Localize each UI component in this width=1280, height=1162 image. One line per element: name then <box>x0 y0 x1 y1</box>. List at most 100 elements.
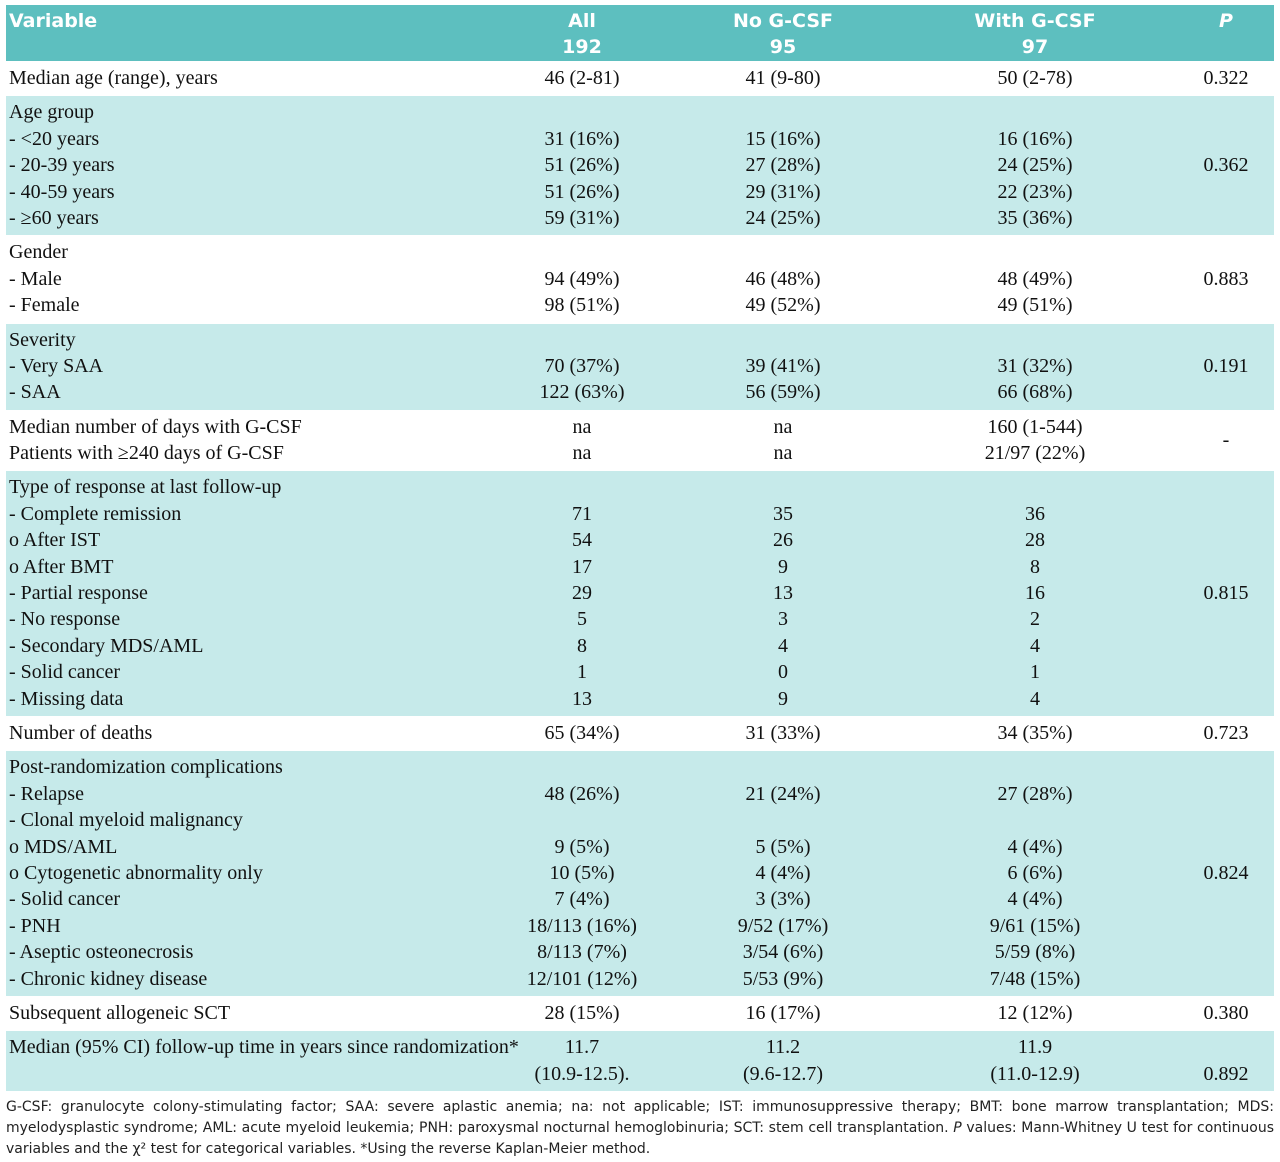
row-label: - Missing data <box>9 687 124 710</box>
cell-with-gcsf: 50 (2-78) <box>997 67 1073 89</box>
cell-no-gcsf: 3 <box>778 608 788 631</box>
table-row: - Very SAA 70 (37%) 39 (41%) 31 (32%) <box>6 353 1274 379</box>
cell-all: 51 (26%) <box>544 180 620 203</box>
table-row: Post-randomization complications <box>6 754 1274 780</box>
row-label: - Partial response <box>9 582 148 605</box>
row-label: - SAA <box>9 381 61 404</box>
cell-no-gcsf: 4 (4%) <box>755 861 811 884</box>
characteristics-table: Variable All 192 No G-CSF 95 With G-CSF … <box>6 5 1274 1092</box>
cell-with-gcsf: 16 (16%) <box>997 127 1073 150</box>
table-row: - Secondary MDS/AML 8 4 4 <box>6 633 1274 659</box>
row-label: Subsequent allogeneic SCT <box>9 1001 231 1024</box>
cell-no-gcsf: (9.6-12.7) <box>743 1062 823 1085</box>
cell-all: 17 <box>572 555 592 578</box>
cell-with-gcsf: 21/97 (22%) <box>984 442 1086 465</box>
row-label: - Chronic kidney disease <box>9 967 208 990</box>
cell-all: na <box>572 415 592 438</box>
cell-no-gcsf: 16 (17%) <box>745 1001 821 1024</box>
cell-no-gcsf: 56 (59%) <box>745 381 821 404</box>
cell-all: 48 (26%) <box>544 782 620 805</box>
footnote-p-italic: P <box>953 1120 962 1136</box>
table-row: Subsequent allogeneic SCT 28 (15%) 16 (17%… <box>6 1000 1274 1026</box>
table-row: Median number of days with G-CSF na na 160 … <box>6 414 1274 440</box>
table-row: Severity <box>6 327 1274 353</box>
footnote-text-2: values: Mann-Whitney U test for continuo… <box>6 1120 1274 1157</box>
header-with-gcsf-n: 97 <box>1021 36 1049 58</box>
cell-with-gcsf: 5/59 (8%) <box>994 941 1076 964</box>
table-row: Patients with ≥240 days of G-CSF na na 21/9… <box>6 440 1274 466</box>
cell-all: 18/113 (16%) <box>527 914 637 937</box>
cell-with-gcsf: 8 <box>1030 555 1040 578</box>
table-row: - Partial response 29 13 16 <box>6 580 1274 606</box>
table-row: - ≥60 years 59 (31%) 24 (25%) 35 (36%) <box>6 205 1274 231</box>
cell-no-gcsf: 9/52 (17%) <box>737 914 829 937</box>
table-row: (10.9-12.5). (9.6-12.7) (11.0-12.9) <box>6 1061 1274 1087</box>
table-row: - 20-39 years 51 (26%) 27 (28%) 24 (25%) <box>6 152 1274 178</box>
cell-no-gcsf: 5/53 (9%) <box>742 967 824 990</box>
cell-no-gcsf: 11.2 <box>765 1036 801 1059</box>
cell-no-gcsf: 9 <box>778 687 788 710</box>
header-p-value: P <box>1219 10 1233 32</box>
cell-with-gcsf: 2 <box>1030 608 1040 631</box>
cell-all: 46 (2-81) <box>544 67 620 89</box>
cell-with-gcsf: 12 (12%) <box>997 1001 1073 1024</box>
cell-with-gcsf: 36 <box>1025 502 1045 525</box>
cell-all: 5 <box>577 608 587 631</box>
row-label: Age group <box>9 101 94 124</box>
cell-p-value: 0.380 <box>1203 1001 1249 1024</box>
table-row: - Solid cancer 1 0 1 <box>6 659 1274 685</box>
table-row: - Clonal myeloid malignancy <box>6 807 1274 833</box>
cell-with-gcsf: 4 (4%) <box>1007 888 1063 911</box>
cell-with-gcsf: 35 (36%) <box>997 206 1073 229</box>
row-label: - <20 years <box>9 127 100 150</box>
table-row: o Cytogenetic abnormality only 10 (5%) 4 (… <box>6 860 1274 886</box>
row-label: - PNH <box>9 914 61 937</box>
header-variable: Variable <box>9 10 98 32</box>
header-no-gcsf-label: No G-CSF <box>732 10 833 32</box>
table-row: - Chronic kidney disease 12/101 (12%) 5/53… <box>6 966 1274 992</box>
table-row: - Solid cancer 7 (4%) 3 (3%) 4 (4%) <box>6 886 1274 912</box>
row-label: - Complete remission <box>9 502 182 525</box>
row-label: Median (95% CI) follow-up time in years … <box>9 1036 519 1059</box>
table-footnote: G-CSF: granulocyte colony-stimulating fa… <box>6 1097 1274 1160</box>
table-row: - Male 94 (49%) 46 (48%) 48 (49%) <box>6 266 1274 292</box>
row-label: - Relapse <box>9 782 84 805</box>
cell-with-gcsf: 34 (35%) <box>997 721 1073 744</box>
cell-all: 65 (34%) <box>544 721 620 744</box>
cell-p-value: 0.362 <box>1203 154 1249 177</box>
row-label: - Clonal myeloid malignancy <box>9 809 243 832</box>
cell-no-gcsf: 5 (5%) <box>755 835 811 858</box>
table-row: o After BMT 17 9 8 <box>6 554 1274 580</box>
cell-all: (10.9-12.5). <box>534 1062 630 1085</box>
cell-with-gcsf: 7/48 (15%) <box>989 967 1081 990</box>
table-section: Type of response at last follow-up - Comp… <box>6 470 1274 716</box>
row-label: Post-randomization complications <box>9 756 283 779</box>
cell-with-gcsf: 49 (51%) <box>997 294 1073 317</box>
cell-p-value: 0.191 <box>1203 354 1249 377</box>
table-row: - Relapse 48 (26%) 21 (24%) 27 (28%) <box>6 781 1274 807</box>
row-label: Gender <box>9 241 68 264</box>
cell-no-gcsf: 46 (48%) <box>745 267 821 290</box>
cell-no-gcsf: na <box>773 415 793 438</box>
cell-with-gcsf: 22 (23%) <box>997 180 1073 203</box>
table-row: o After IST 54 26 28 <box>6 527 1274 553</box>
cell-with-gcsf: 66 (68%) <box>997 381 1073 404</box>
header-all-n: 192 <box>562 36 602 58</box>
cell-all: 28 (15%) <box>544 1001 620 1024</box>
cell-all: 71 <box>572 502 592 525</box>
row-label: - ≥60 years <box>9 206 99 229</box>
table-row: - 40-59 years 51 (26%) 29 (31%) 22 (23%) <box>6 179 1274 205</box>
cell-with-gcsf: (11.0-12.9) <box>990 1062 1080 1085</box>
cell-p-value: 0.883 <box>1203 267 1249 290</box>
table-row: - PNH 18/113 (16%) 9/52 (17%) 9/61 (15%) <box>6 913 1274 939</box>
table-row: Median (95% CI) follow-up time in years … <box>6 1034 1274 1060</box>
cell-with-gcsf: 9/61 (15%) <box>989 914 1081 937</box>
cell-all: 29 <box>572 582 592 605</box>
table-row: Age group <box>6 99 1274 125</box>
header-with-gcsf: With G-CSF 97 <box>925 8 1145 60</box>
row-label: o Cytogenetic abnormality only <box>9 861 263 884</box>
cell-all: 7 (4%) <box>554 888 610 911</box>
row-label: Number of deaths <box>9 721 153 744</box>
cell-with-gcsf: 1 <box>1030 661 1040 684</box>
cell-all: 59 (31%) <box>544 206 620 229</box>
